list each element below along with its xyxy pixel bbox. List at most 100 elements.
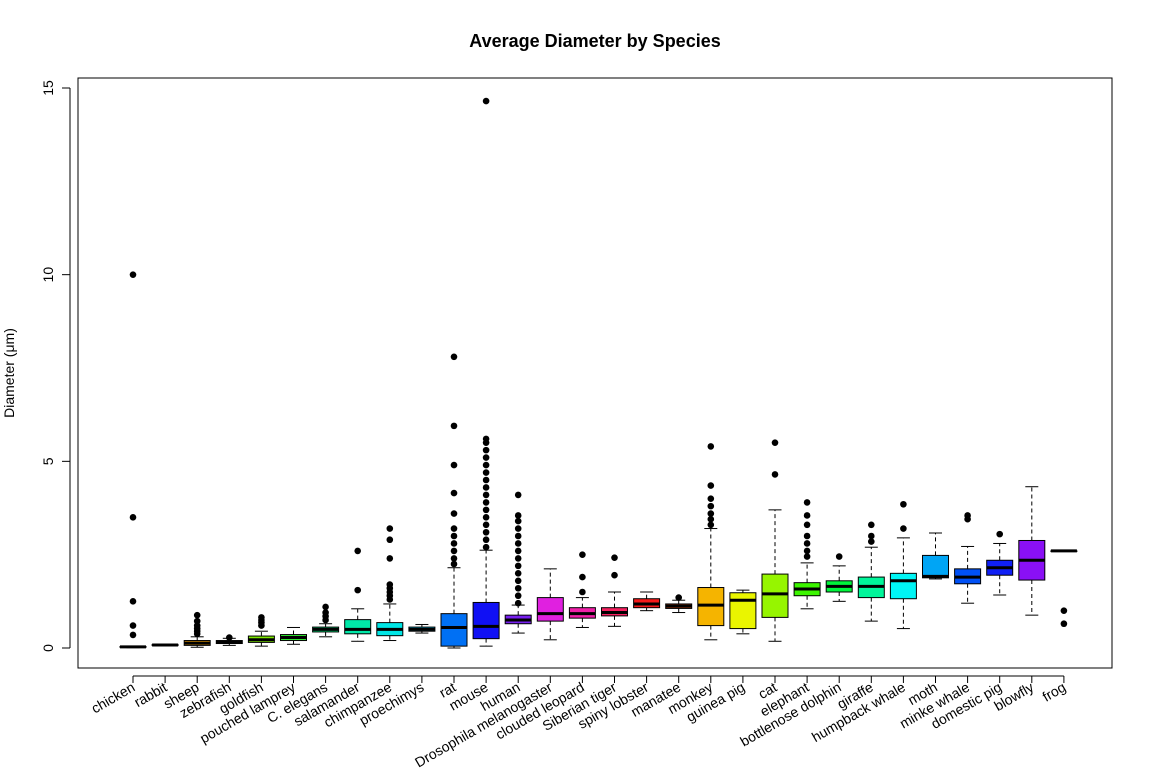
outlier-point (868, 532, 875, 540)
outlier-point (803, 499, 811, 506)
outlier-point (482, 499, 490, 506)
outlier-point (450, 555, 458, 562)
outlier-point (482, 528, 490, 536)
outlier-point (514, 512, 522, 519)
outlier-point (482, 484, 490, 491)
outlier-point (482, 446, 490, 454)
outlier-point (258, 614, 265, 621)
y-tick-label: 10 (40, 267, 56, 283)
boxes-group (119, 97, 1078, 649)
box-drosophila-melanogaster (536, 568, 564, 641)
y-axis: 0 5 10 15 (40, 80, 71, 652)
box-guinea-pig (729, 589, 757, 635)
box-chicken (119, 271, 147, 649)
outlier-point (386, 525, 394, 532)
box-rect (536, 597, 564, 622)
outlier-point (450, 353, 458, 361)
box-rect (922, 554, 949, 579)
box-sheep (183, 611, 211, 648)
box-human (504, 491, 532, 634)
outlier-point (514, 540, 522, 547)
outlier-point (514, 577, 522, 585)
outlier-point (900, 525, 907, 532)
outlier-point (868, 521, 875, 529)
x-axis: chickenrabbitsheepzebrafishgoldfishpouch… (88, 675, 1068, 768)
box-c-elegans (312, 603, 340, 638)
outlier-point (482, 435, 490, 443)
outlier-point (129, 271, 137, 278)
box-bottlenose-dolphin (825, 553, 853, 602)
box-spiny-lobster (633, 591, 661, 612)
box-mouse (472, 97, 500, 647)
outlier-point (450, 510, 458, 517)
outlier-point (129, 622, 137, 629)
outlier-point (707, 443, 715, 450)
outlier-point (514, 584, 522, 592)
outlier-point (450, 547, 458, 555)
chart-title: Average Diameter by Species (469, 31, 720, 51)
box-siberian-tiger (601, 554, 628, 627)
box-chimpanzee (376, 525, 404, 642)
outlier-point (964, 512, 971, 519)
outlier-point (707, 502, 715, 510)
outlier-point (322, 603, 329, 611)
box-frog (1050, 549, 1078, 628)
x-tick-label: chicken (88, 679, 137, 717)
outlier-point (579, 573, 586, 581)
outlier-point (771, 471, 779, 478)
box-humpback-whale (889, 500, 917, 630)
box-moth (922, 532, 949, 580)
outlier-point (450, 422, 458, 430)
box-goldfish (247, 614, 275, 647)
plot-frame (77, 77, 1113, 669)
box-rect (761, 573, 789, 618)
outlier-point (193, 611, 201, 619)
outlier-point (835, 553, 843, 560)
outlier-point (707, 482, 715, 489)
outlier-point (707, 515, 715, 523)
outlier-point (386, 581, 394, 588)
box-clouded-leopard (568, 551, 596, 628)
outlier-point (482, 461, 490, 469)
outlier-point (322, 609, 329, 616)
x-tick-label: rat (436, 679, 458, 701)
outlier-point (803, 521, 811, 529)
outlier-point (226, 634, 233, 641)
box-rect (440, 613, 468, 647)
outlier-point (771, 439, 779, 446)
outlier-point (611, 554, 618, 561)
outlier-point (354, 547, 362, 555)
outlier-point (450, 540, 458, 547)
outlier-point (1060, 607, 1068, 614)
outlier-point (514, 547, 522, 555)
outlier-point (803, 553, 811, 560)
outlier-point (579, 551, 586, 558)
outlier-point (482, 491, 490, 499)
y-axis-label: Diameter (μm) (1, 328, 17, 418)
outlier-point (611, 571, 618, 579)
box-zebrafish (215, 634, 243, 646)
outlier-point (450, 489, 458, 497)
outlier-point (482, 454, 490, 461)
outlier-point (482, 469, 490, 476)
outlier-point (386, 555, 394, 562)
outlier-point (803, 540, 811, 547)
box-minke-whale (954, 512, 982, 604)
outlier-point (386, 536, 394, 544)
outlier-point (482, 543, 490, 551)
outlier-point (1060, 620, 1068, 628)
outlier-point (129, 514, 137, 521)
outlier-point (514, 532, 522, 540)
outlier-point (803, 512, 811, 519)
box-rabbit (151, 643, 179, 647)
y-tick-label: 15 (40, 80, 56, 96)
outlier-point (129, 598, 137, 605)
outlier-point (482, 506, 490, 514)
outlier-point (996, 530, 1003, 538)
box-monkey (697, 443, 725, 641)
y-tick-label: 5 (40, 457, 56, 465)
outlier-point (354, 586, 362, 594)
outlier-point (900, 500, 907, 508)
outlier-point (579, 588, 586, 596)
box-cat (761, 439, 789, 642)
